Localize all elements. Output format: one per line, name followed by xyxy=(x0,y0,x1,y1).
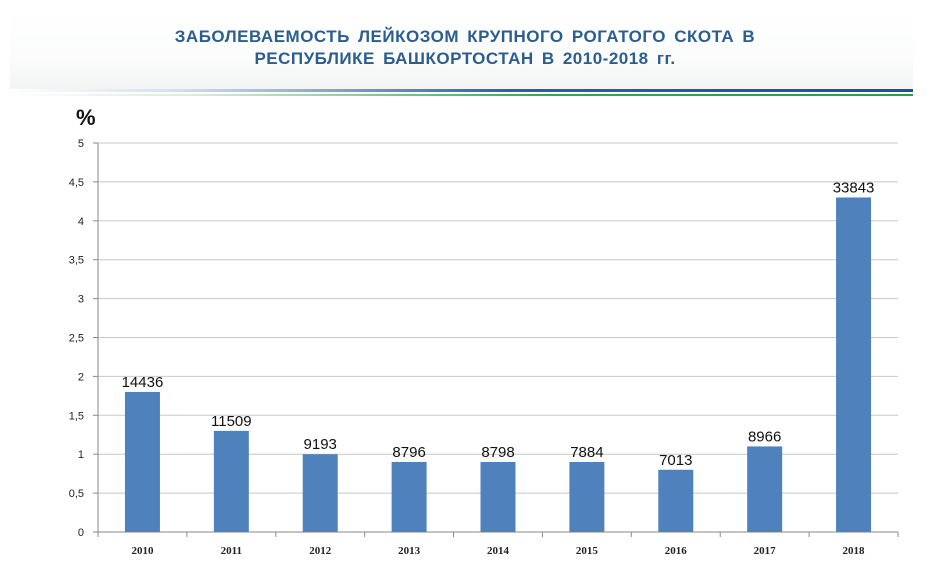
bar xyxy=(836,197,872,532)
y-tick-label: 2,5 xyxy=(69,333,84,345)
bar xyxy=(302,454,338,532)
x-tick-label: 2011 xyxy=(221,545,242,557)
x-tick-label: 2013 xyxy=(398,545,421,557)
x-tick-label: 2012 xyxy=(309,545,332,557)
data-label: 33843 xyxy=(833,179,875,196)
y-tick-label: 1,5 xyxy=(69,410,84,422)
x-tick-label: 2018 xyxy=(843,545,866,557)
bar xyxy=(480,461,516,532)
data-label: 7884 xyxy=(570,444,603,461)
x-tick-label: 2014 xyxy=(487,545,510,557)
y-axis-unit-label: % xyxy=(76,105,96,130)
x-tick-label: 2010 xyxy=(131,545,154,557)
y-tick-label: 1 xyxy=(78,449,84,461)
y-tick-label: 0,5 xyxy=(69,488,84,500)
y-tick-label: 4 xyxy=(78,216,84,228)
data-label: 11509 xyxy=(211,413,252,430)
data-label: 7013 xyxy=(659,452,692,469)
x-tick-label: 2016 xyxy=(665,545,688,557)
y-tick-label: 4,5 xyxy=(69,177,84,189)
x-tick-label: 2015 xyxy=(576,545,599,557)
data-label: 8798 xyxy=(481,444,514,461)
y-tick-label: 3 xyxy=(78,294,84,306)
bar xyxy=(747,446,783,532)
data-label: 14436 xyxy=(122,374,164,391)
data-label: 9193 xyxy=(304,436,337,453)
bar xyxy=(569,461,605,532)
y-tick-label: 3,5 xyxy=(69,255,84,267)
x-tick-label: 2017 xyxy=(754,545,777,557)
bar xyxy=(391,461,427,532)
header-rule-blue xyxy=(10,89,913,92)
bar xyxy=(658,469,694,532)
bar xyxy=(213,430,249,532)
y-tick-label: 5 xyxy=(78,138,84,150)
chart-title-line-1: ЗАБОЛЕВАЕМОСТЬ ЛЕЙКОЗОМ КРУПНОГО РОГАТОГ… xyxy=(174,27,756,46)
chart-title-line-2: РЕСПУБЛИКЕ БАШКОРТОСТАН В 2010-2018 гг. xyxy=(254,49,676,68)
header-band xyxy=(10,8,913,92)
data-label: 8966 xyxy=(748,428,781,445)
y-tick-label: 2 xyxy=(78,371,84,383)
header-rule-green xyxy=(10,94,913,96)
data-label: 8796 xyxy=(392,444,425,461)
y-tick-label: 0 xyxy=(78,527,84,539)
bar xyxy=(124,391,160,532)
chart-title: ЗАБОЛЕВАЕМОСТЬ ЛЕЙКОЗОМ КРУПНОГО РОГАТОГ… xyxy=(60,26,870,70)
